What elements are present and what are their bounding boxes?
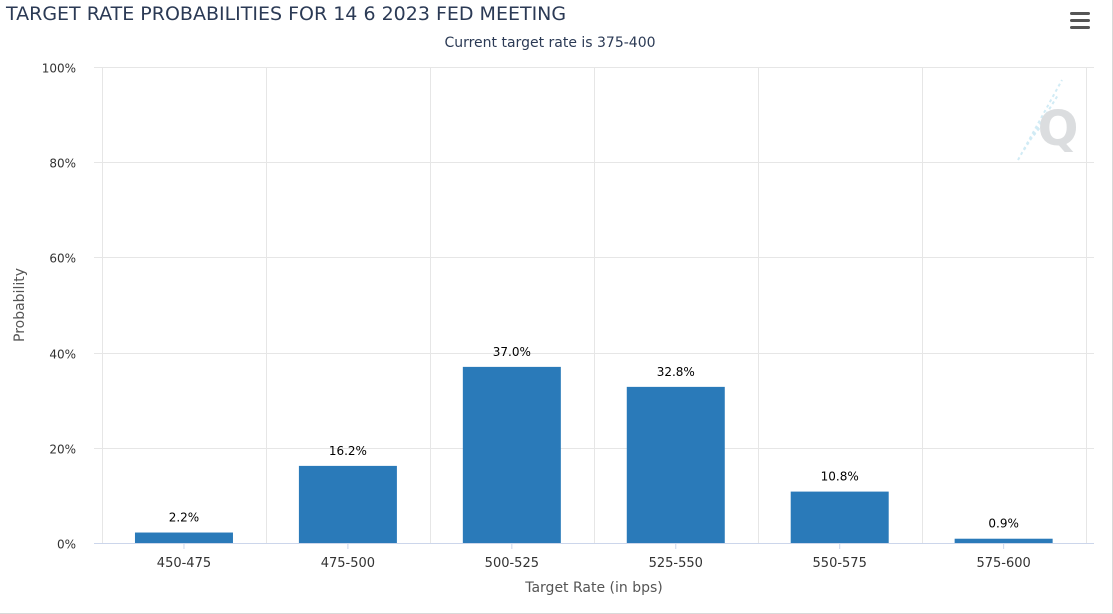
chart-title: TARGET RATE PROBABILITIES FOR 14 6 2023 … [6, 3, 567, 25]
bar-550-575 [790, 491, 889, 543]
data-label: 37.0% [493, 345, 531, 359]
chart-subtitle: Current target rate is 375-400 [444, 35, 656, 51]
x-tick-label: 525-550 [649, 556, 703, 571]
x-tick-label: 475-500 [321, 556, 375, 571]
bar-575-600 [954, 538, 1053, 543]
y-tick-label: 60% [49, 252, 76, 266]
bar-500-525 [462, 366, 561, 543]
q-logo-watermark-icon: Q [1017, 79, 1079, 161]
data-label: 10.8% [821, 470, 859, 484]
x-tick-label: 450-475 [157, 556, 211, 571]
bar-450-475 [134, 532, 233, 543]
data-label: 16.2% [329, 444, 367, 458]
data-label: 2.2% [169, 511, 200, 525]
x-tick-label: 500-525 [485, 556, 539, 571]
x-tick-label: 550-575 [813, 556, 867, 571]
bar-525-550 [626, 386, 725, 543]
y-axis-title: Probability [12, 268, 28, 342]
data-label: 0.9% [988, 517, 1019, 531]
y-tick-label: 40% [49, 348, 76, 362]
y-tick-label: 80% [49, 157, 76, 171]
y-tick-label: 20% [49, 443, 76, 457]
bar-475-500 [298, 465, 397, 543]
hamburger-menu-icon[interactable] [1068, 10, 1092, 30]
y-tick-label: 0% [57, 538, 76, 552]
svg-text:Q: Q [1038, 101, 1079, 157]
x-axis-title: Target Rate (in bps) [524, 580, 663, 596]
y-tick-label: 100% [42, 62, 76, 76]
x-tick-label: 575-600 [976, 556, 1030, 571]
data-label: 32.8% [657, 365, 695, 379]
